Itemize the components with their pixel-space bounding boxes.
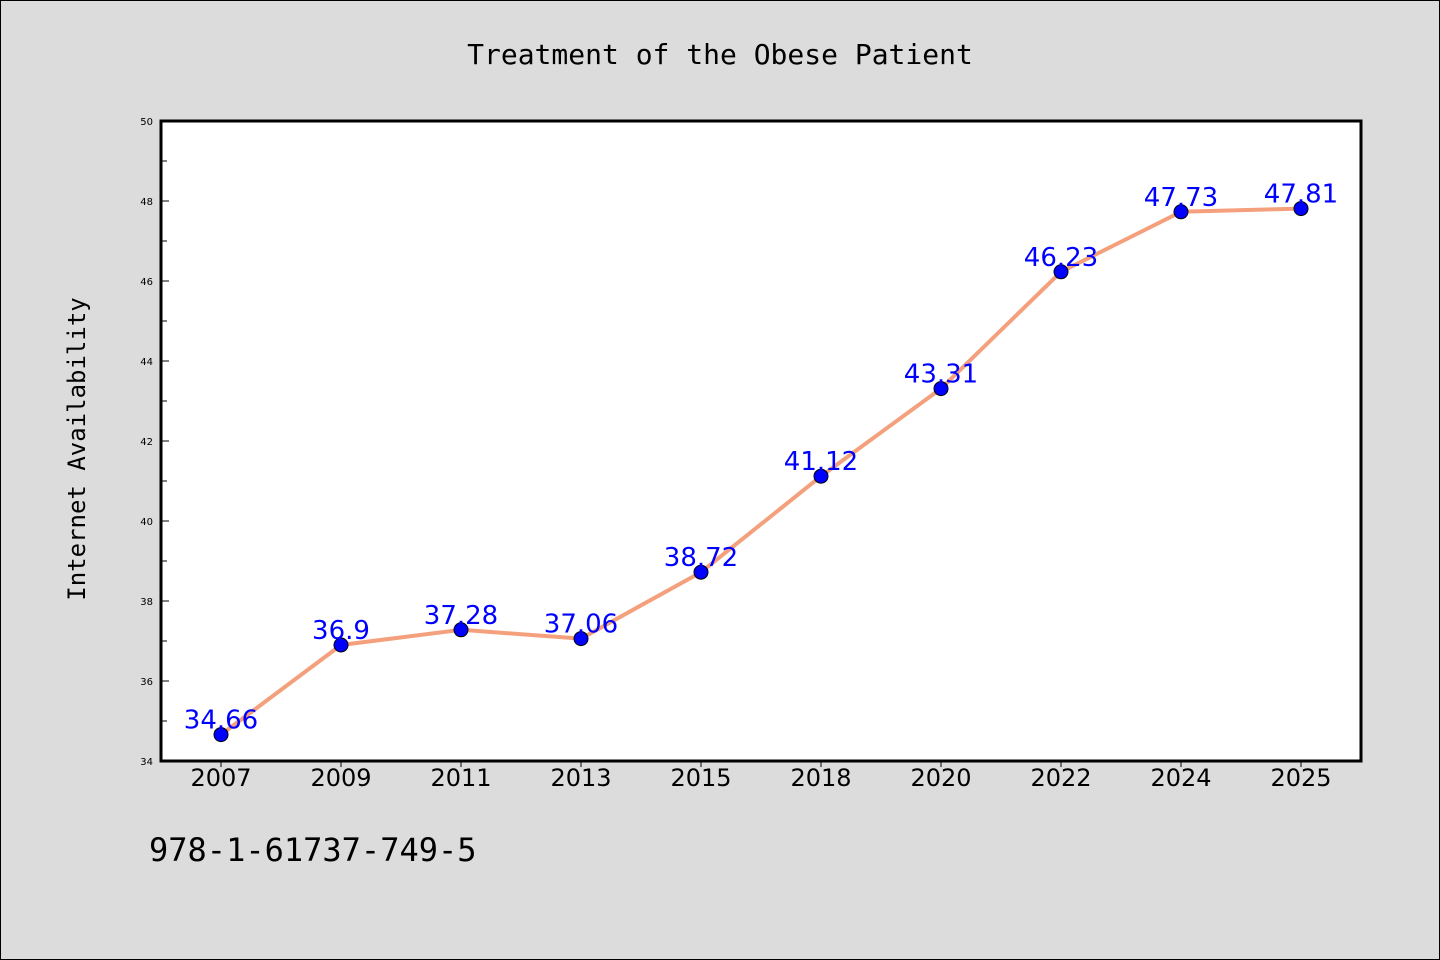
data-point — [333, 637, 349, 653]
data-point — [1293, 201, 1309, 217]
data-label: 36.9 — [312, 616, 370, 646]
x-tick-label: 2009 — [310, 764, 371, 792]
data-label: 43.31 — [904, 360, 978, 390]
data-point — [933, 381, 949, 397]
y-tick-label: 38 — [140, 597, 153, 608]
data-label: 37.28 — [424, 601, 498, 631]
isbn-code: 978-1-61737-749-5 — [149, 831, 477, 869]
data-label: 37.06 — [544, 610, 618, 640]
y-tick-label: 40 — [140, 517, 153, 528]
x-tick-label: 2025 — [1270, 764, 1331, 792]
x-tick-label: 2022 — [1030, 764, 1091, 792]
data-point — [693, 564, 709, 580]
y-tick-label: 44 — [140, 357, 153, 368]
x-tick-label: 2013 — [550, 764, 611, 792]
y-tick-label: 42 — [140, 437, 153, 448]
data-label: 47.81 — [1264, 180, 1338, 210]
y-tick-label: 50 — [140, 117, 153, 128]
y-tick-label: 48 — [140, 197, 153, 208]
y-tick-label: 34 — [140, 757, 153, 768]
data-point — [213, 727, 229, 743]
data-label: 47.73 — [1144, 183, 1218, 213]
data-label: 38.72 — [664, 543, 738, 573]
y-tick-label: 36 — [140, 677, 153, 688]
data-label: 41.12 — [784, 447, 858, 477]
series-line — [219, 206, 1302, 737]
x-tick-label: 2015 — [670, 764, 731, 792]
data-point — [453, 622, 469, 638]
x-axis: 2007 2009 2011 2013 2015 2018 2020 2022 2024 2025 — [190, 761, 1332, 792]
x-tick-label: 2024 — [1150, 764, 1211, 792]
y-axis: 34 36 38 40 42 44 46 48 50 — [140, 117, 169, 768]
data-label: 46.23 — [1024, 243, 1098, 273]
data-labels: 34.66 36.9 37.28 37.06 38.72 41.12 43.31 46.23 4… — [184, 180, 1338, 736]
y-tick-label: 46 — [140, 277, 153, 288]
x-tick-label: 2011 — [430, 764, 491, 792]
data-label: 34.66 — [184, 706, 258, 736]
data-point — [1053, 264, 1069, 280]
x-tick-label: 2018 — [790, 764, 851, 792]
chart-title: Treatment of the Obese Patient — [467, 38, 973, 71]
x-tick-label: 2020 — [910, 764, 971, 792]
data-point — [813, 468, 829, 484]
data-markers — [213, 201, 1309, 743]
y-axis-label: Internet Availability — [63, 297, 91, 600]
x-tick-label: 2007 — [190, 764, 251, 792]
plot-area — [159, 119, 1363, 763]
data-point — [1173, 204, 1189, 220]
data-point — [573, 631, 589, 647]
